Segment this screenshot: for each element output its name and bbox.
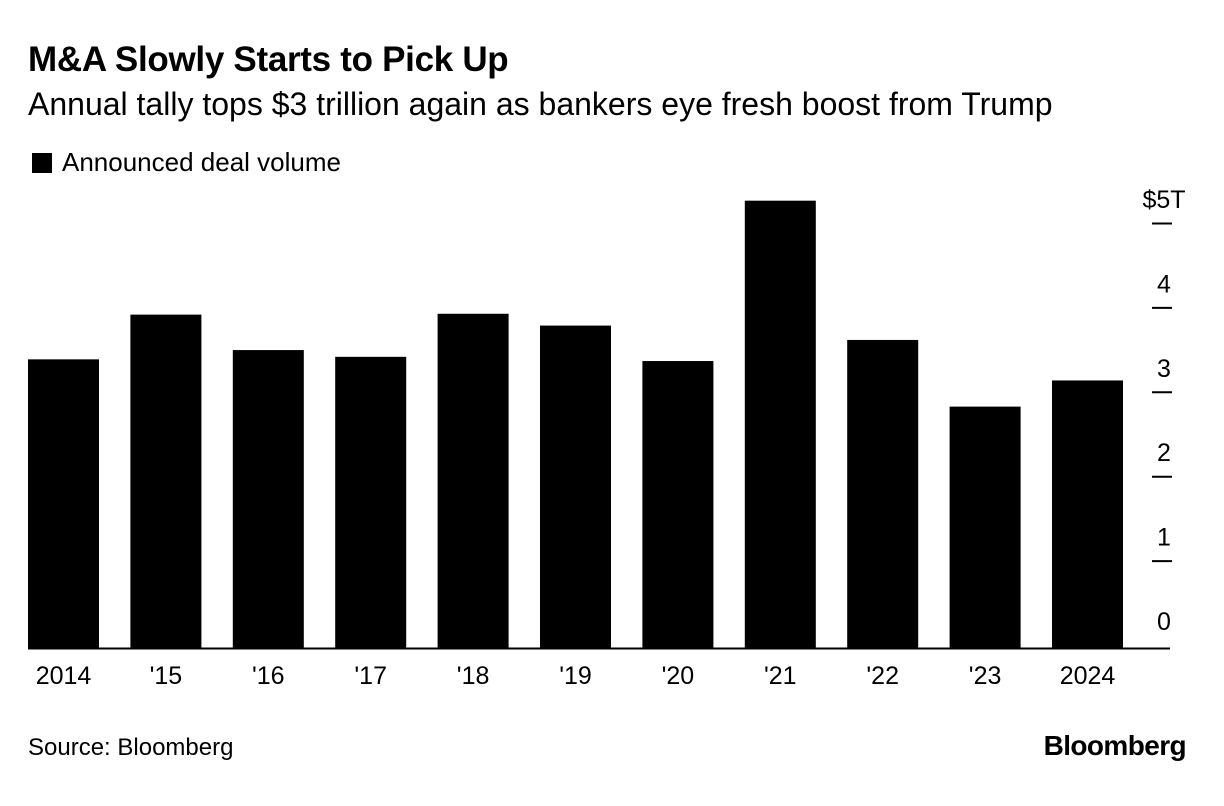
x-axis: 2014 '15 '16 '17 '18 '19 '20 '21 '22 '23 2024 <box>28 647 1170 690</box>
bar-15 <box>130 314 202 648</box>
y-tick-label: 2 <box>1157 439 1171 467</box>
legend-label: Announced deal volume <box>62 147 341 177</box>
x-tick-label: '23 <box>969 662 1002 690</box>
y-tick-label: 1 <box>1157 524 1171 552</box>
y-axis: 0 1 2 3 4 $5T <box>1142 186 1185 636</box>
x-tick-label: 2014 <box>36 662 92 690</box>
x-tick-label: '16 <box>252 662 285 690</box>
x-tick-label: '15 <box>150 662 183 690</box>
bars <box>28 200 1123 648</box>
bar-19 <box>540 325 611 648</box>
bar-23 <box>949 406 1021 648</box>
bar-2014 <box>28 359 99 648</box>
bar-2024 <box>1052 380 1123 648</box>
bar-21 <box>744 200 816 648</box>
x-tick-label: '19 <box>559 662 592 690</box>
y-tick-label: 3 <box>1157 355 1171 383</box>
source-note: Source: Bloomberg <box>28 734 234 761</box>
bar-20 <box>642 361 714 648</box>
chart-title: M&A Slowly Starts to Pick Up <box>28 40 509 79</box>
bar-18 <box>437 313 509 648</box>
x-tick-label: '21 <box>764 662 797 690</box>
legend-swatch <box>32 152 52 173</box>
legend: Announced deal volume <box>32 147 341 178</box>
x-tick-label: '20 <box>662 662 695 690</box>
y-tick-label: $5T <box>1142 186 1185 214</box>
x-tick-label: 2024 <box>1060 662 1116 690</box>
bar-22 <box>847 339 919 648</box>
bar-16 <box>232 350 304 648</box>
x-tick-label: '17 <box>354 662 387 690</box>
bar-17 <box>335 356 407 648</box>
chart-subtitle: Annual tally tops $3 trillion again as b… <box>28 86 1053 122</box>
y-tick-label: 4 <box>1157 270 1171 298</box>
y-tick-label: 0 <box>1157 608 1171 636</box>
bloomberg-logo: Bloomberg <box>1043 730 1187 761</box>
x-tick-label: '22 <box>866 662 899 690</box>
x-tick-label: '18 <box>457 662 490 690</box>
